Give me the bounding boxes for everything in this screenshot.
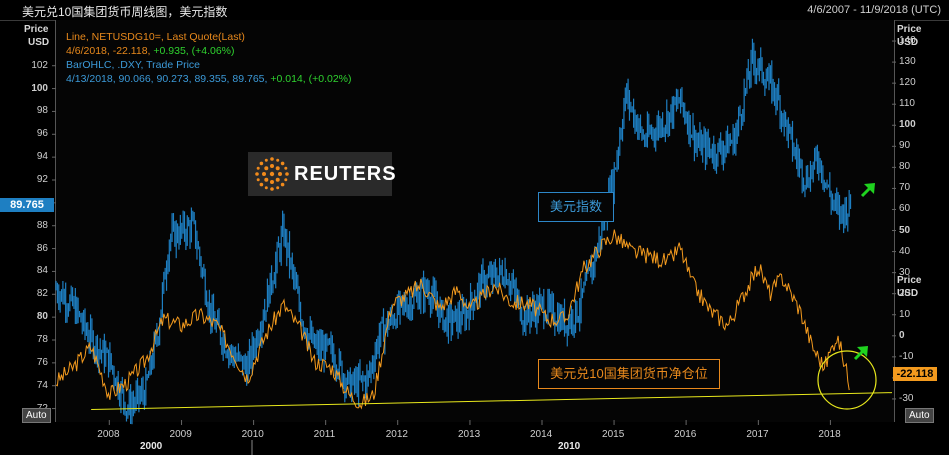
net-position-line: [55, 229, 850, 410]
reuters-logo-icon: [255, 157, 289, 191]
right-tick-label: 130: [899, 56, 916, 68]
right-auto-button[interactable]: Auto: [905, 408, 934, 423]
right-tick-label: 40: [899, 245, 911, 257]
legend-dxy-series[interactable]: BarOHLC, .DXY, Trade Price: [66, 59, 201, 71]
legend-net-values: 4/6/2018, -22.118, +0.935, (+4.06%): [66, 44, 352, 58]
right-tick-label: 120: [899, 77, 916, 89]
x-tick-label: 2011: [313, 429, 336, 440]
x-tick-label: 2009: [169, 429, 192, 440]
up-arrow-icon-dxy-head: [864, 183, 875, 194]
left-tick-label: 100: [31, 82, 48, 94]
right-unit-price-top: Price: [897, 24, 922, 35]
legend-net-prefix: 4/6/2018, -22.118,: [66, 45, 154, 57]
right-tick-label: 90: [899, 140, 911, 152]
right-tick-label: 0: [899, 329, 905, 341]
x-tick-label: 2010: [241, 429, 264, 440]
legend-net-series[interactable]: Line, NETUSDG10=, Last Quote(Last): [66, 31, 245, 43]
net-last-value: -22.118: [893, 367, 937, 381]
right-tick-label: 50: [899, 224, 911, 236]
left-tick-label: 80: [36, 311, 48, 323]
left-tick-label: 74: [36, 379, 48, 391]
x-tick-label: 2008: [97, 429, 120, 440]
right-tick-label: 70: [899, 182, 911, 194]
legend-dxy-prefix: 4/13/2018, 90.066, 90.273, 89.355, 89.76…: [66, 73, 271, 85]
trend-line: [91, 392, 893, 410]
chart-title: 美元兑10国集团货币周线图，美元指数: [22, 5, 228, 19]
legend: Line, NETUSDG10=, Last Quote(Last) 4/6/2…: [66, 30, 352, 86]
left-tick-label: 92: [36, 174, 48, 185]
date-range[interactable]: 4/6/2007 - 11/9/2018 (UTC): [807, 4, 941, 16]
left-unit-price: Price: [24, 24, 49, 35]
annotation-dxy: 美元指数: [538, 192, 614, 222]
up-arrow-icon-net-head: [857, 346, 868, 357]
left-tick-label: 76: [36, 356, 48, 368]
legend-net-change: +0.935, (+4.06%): [153, 45, 235, 57]
x-tick-label: 2018: [818, 429, 841, 440]
x-tick-label: 2012: [385, 429, 408, 440]
left-tick-label: 94: [36, 151, 48, 163]
right-unit-price: Price: [897, 275, 922, 286]
right-tick-label: -10: [899, 350, 914, 362]
left-tick-label: 82: [36, 288, 48, 300]
x-tick-label: 2013: [457, 429, 481, 440]
left-tick-label: 96: [36, 128, 48, 140]
right-tick-label: 140: [899, 35, 916, 47]
left-tick-label: 86: [36, 242, 48, 254]
right-tick-label: 30: [899, 266, 911, 278]
left-tick-label: 102: [31, 59, 48, 71]
right-tick-label: 10: [899, 308, 911, 320]
right-tick-label: -30: [899, 392, 914, 404]
legend-dxy-values: 4/13/2018, 90.066, 90.273, 89.355, 89.76…: [66, 72, 352, 86]
left-tick-label: 98: [36, 105, 48, 117]
left-tick-label: 78: [36, 334, 48, 345]
title-bar: 美元兑10国集团货币周线图，美元指数 4/6/2007 - 11/9/2018 …: [0, 0, 949, 21]
right-unit-usd-top: USD: [897, 37, 919, 48]
left-tick-label: 88: [36, 219, 48, 231]
left-auto-button[interactable]: Auto: [22, 408, 51, 423]
annotation-net-position: 美元兑10国集团货币净仓位: [538, 359, 720, 389]
x-decade-label: 2000: [140, 441, 163, 452]
right-tick-label: 60: [899, 203, 911, 215]
right-tick-label: 100: [899, 119, 916, 131]
x-tick-label: 2015: [602, 429, 625, 440]
x-tick-label: 2017: [746, 429, 769, 440]
x-tick-label: 2014: [530, 429, 553, 440]
legend-dxy-change: +0.014, (+0.02%): [270, 73, 352, 85]
x-tick-label: 2016: [674, 429, 697, 440]
x-decade-label: 2010: [558, 441, 581, 452]
highlight-circle: [817, 350, 877, 410]
left-unit-usd: USD: [28, 37, 50, 48]
reuters-watermark: REUTERS: [248, 152, 396, 196]
right-unit-usd: USD: [897, 288, 919, 299]
right-axis: Price USD Price USD -30-20-1001020304050…: [893, 0, 949, 455]
right-tick-label: 20: [899, 287, 911, 299]
reuters-wordmark: REUTERS: [294, 163, 397, 185]
right-tick-label: 80: [899, 161, 911, 173]
left-tick-label: 84: [36, 265, 48, 277]
left-axis: Price USD 727476788082848688909294969810…: [0, 0, 52, 455]
dxy-last-value: 89.765: [0, 198, 54, 212]
right-tick-label: 110: [899, 98, 915, 110]
